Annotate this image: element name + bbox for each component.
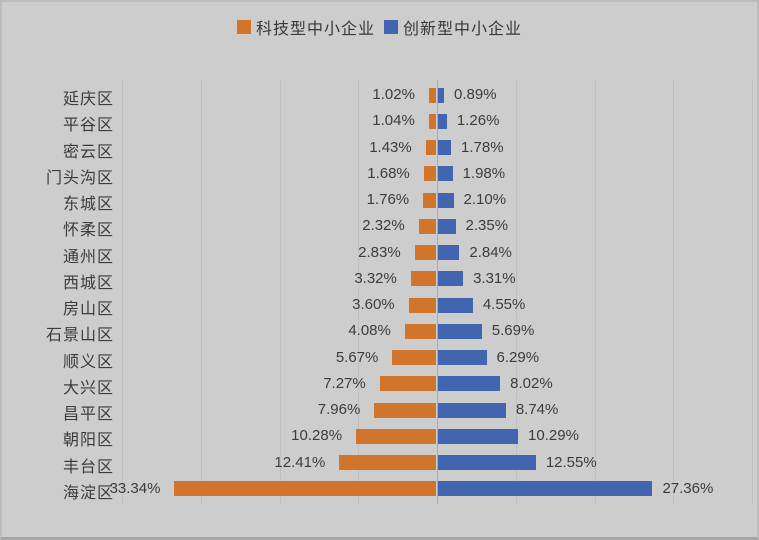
- innovative-sme-value-label: 6.29%: [496, 348, 540, 366]
- innovative-sme-bar: [438, 271, 464, 287]
- innovative-sme-bar: [438, 245, 460, 261]
- innovative-sme-value-label: 1.78%: [461, 138, 504, 156]
- tech-sme-value-label: 12.41%: [274, 453, 326, 471]
- innovative-sme-value-label: 27.36%: [662, 479, 714, 497]
- tech-sme-value-label: 1.68%: [367, 164, 410, 182]
- category-label: 怀柔区: [62, 222, 114, 240]
- category-label: 密云区: [62, 143, 114, 161]
- tech-sme-value-label: 1.43%: [369, 138, 412, 156]
- category-label: 昌平区: [62, 406, 114, 424]
- category-label: 西城区: [62, 274, 114, 292]
- innovative-sme-value-label: 1.26%: [456, 112, 500, 130]
- legend-label-tech-sme: 科技型中小企业: [255, 21, 375, 38]
- innovative-sme-value-label: 8.74%: [515, 401, 559, 419]
- category-label: 平谷区: [62, 117, 114, 135]
- axis-center-line: [437, 80, 438, 504]
- innovative-sme-value-label: 1.98%: [462, 164, 506, 182]
- tech-sme-bar: [379, 376, 436, 392]
- tech-sme-bar: [392, 350, 436, 366]
- tech-sme-bar: [174, 481, 436, 497]
- gridline: [595, 80, 596, 504]
- category-label: 海淀区: [62, 484, 114, 502]
- tech-sme-value-label: 10.28%: [291, 427, 343, 445]
- innovative-sme-value-label: 12.55%: [545, 453, 597, 471]
- category-label: 石景山区: [45, 327, 114, 345]
- gridline: [516, 80, 517, 504]
- tech-sme-value-label: 1.02%: [372, 86, 415, 104]
- tech-sme-value-label: 3.32%: [354, 269, 397, 287]
- innovative-sme-bar: [438, 113, 447, 129]
- category-label: 丰台区: [62, 458, 114, 476]
- tech-sme-bar: [339, 455, 436, 471]
- innovative-sme-value-label: 5.69%: [491, 322, 535, 340]
- innovative-sme-bar: [438, 166, 453, 182]
- tech-sme-bar: [356, 428, 436, 444]
- tech-sme-value-label: 33.34%: [109, 479, 161, 497]
- gridline: [752, 80, 753, 504]
- chart-legend: 科技型中小企业 创新型中小企业: [2, 15, 757, 39]
- tech-sme-value-label: 2.83%: [358, 243, 401, 261]
- innovative-sme-value-label: 10.29%: [528, 427, 579, 445]
- innovative-sme-bar: [438, 350, 487, 366]
- legend-label-innovative-sme: 创新型中小企业: [403, 21, 523, 38]
- innovative-sme-bar: [438, 402, 506, 418]
- tech-sme-value-label: 1.76%: [366, 191, 410, 209]
- tech-sme-bar: [425, 140, 436, 156]
- tech-sme-value-label: 7.96%: [317, 401, 361, 419]
- category-label: 房山区: [62, 301, 114, 319]
- innovative-sme-value-label: 3.31%: [473, 269, 516, 287]
- category-label: 延庆区: [62, 91, 114, 109]
- tech-sme-bar: [423, 166, 436, 182]
- legend-item-tech-sme: 科技型中小企业: [236, 15, 375, 39]
- category-label: 门头沟区: [45, 169, 114, 187]
- legend-swatch-orange-icon: [236, 20, 251, 34]
- innovative-sme-bar: [438, 87, 444, 103]
- tech-sme-value-label: 1.04%: [372, 112, 415, 130]
- tech-sme-value-label: 5.67%: [335, 348, 379, 366]
- innovative-sme-value-label: 2.84%: [469, 243, 512, 261]
- tech-sme-value-label: 2.32%: [362, 217, 405, 235]
- tech-sme-value-label: 7.27%: [323, 374, 366, 392]
- tech-sme-bar: [374, 402, 436, 418]
- innovative-sme-bar: [438, 297, 473, 313]
- gridline: [122, 80, 123, 504]
- legend-item-innovative-sme: 创新型中小企业: [384, 15, 522, 39]
- innovative-sme-value-label: 0.89%: [454, 86, 497, 104]
- innovative-sme-value-label: 2.35%: [465, 217, 509, 235]
- innovative-sme-bar: [438, 481, 653, 497]
- tech-sme-bar: [418, 218, 436, 234]
- gridline: [358, 80, 359, 504]
- innovative-sme-bar: [438, 428, 519, 444]
- tech-sme-bar: [428, 113, 436, 129]
- tech-sme-bar: [423, 192, 436, 208]
- tech-sme-bar: [410, 271, 436, 287]
- legend-swatch-blue-icon: [384, 20, 398, 34]
- innovative-sme-value-label: 4.55%: [482, 296, 526, 314]
- gridline: [673, 80, 674, 504]
- innovative-sme-value-label: 8.02%: [510, 374, 553, 392]
- tech-sme-value-label: 4.08%: [348, 322, 391, 340]
- tech-sme-bar: [414, 245, 436, 261]
- gridline: [280, 80, 281, 504]
- category-label: 大兴区: [62, 379, 114, 397]
- tech-sme-bar: [408, 297, 436, 313]
- innovative-sme-bar: [438, 323, 482, 339]
- tech-sme-value-label: 3.60%: [352, 296, 395, 314]
- innovative-sme-bar: [438, 192, 454, 208]
- category-label: 顺义区: [62, 353, 114, 371]
- category-label: 东城区: [62, 196, 114, 214]
- innovative-sme-bar: [438, 455, 536, 471]
- category-label: 朝阳区: [62, 432, 114, 450]
- innovative-sme-value-label: 2.10%: [463, 191, 507, 209]
- tech-sme-bar: [404, 323, 436, 339]
- innovative-sme-bar: [438, 140, 452, 156]
- gridline: [201, 80, 202, 504]
- tech-sme-bar: [428, 87, 436, 103]
- category-label: 通州区: [62, 248, 114, 266]
- innovative-sme-bar: [438, 376, 501, 392]
- innovative-sme-bar: [438, 218, 456, 234]
